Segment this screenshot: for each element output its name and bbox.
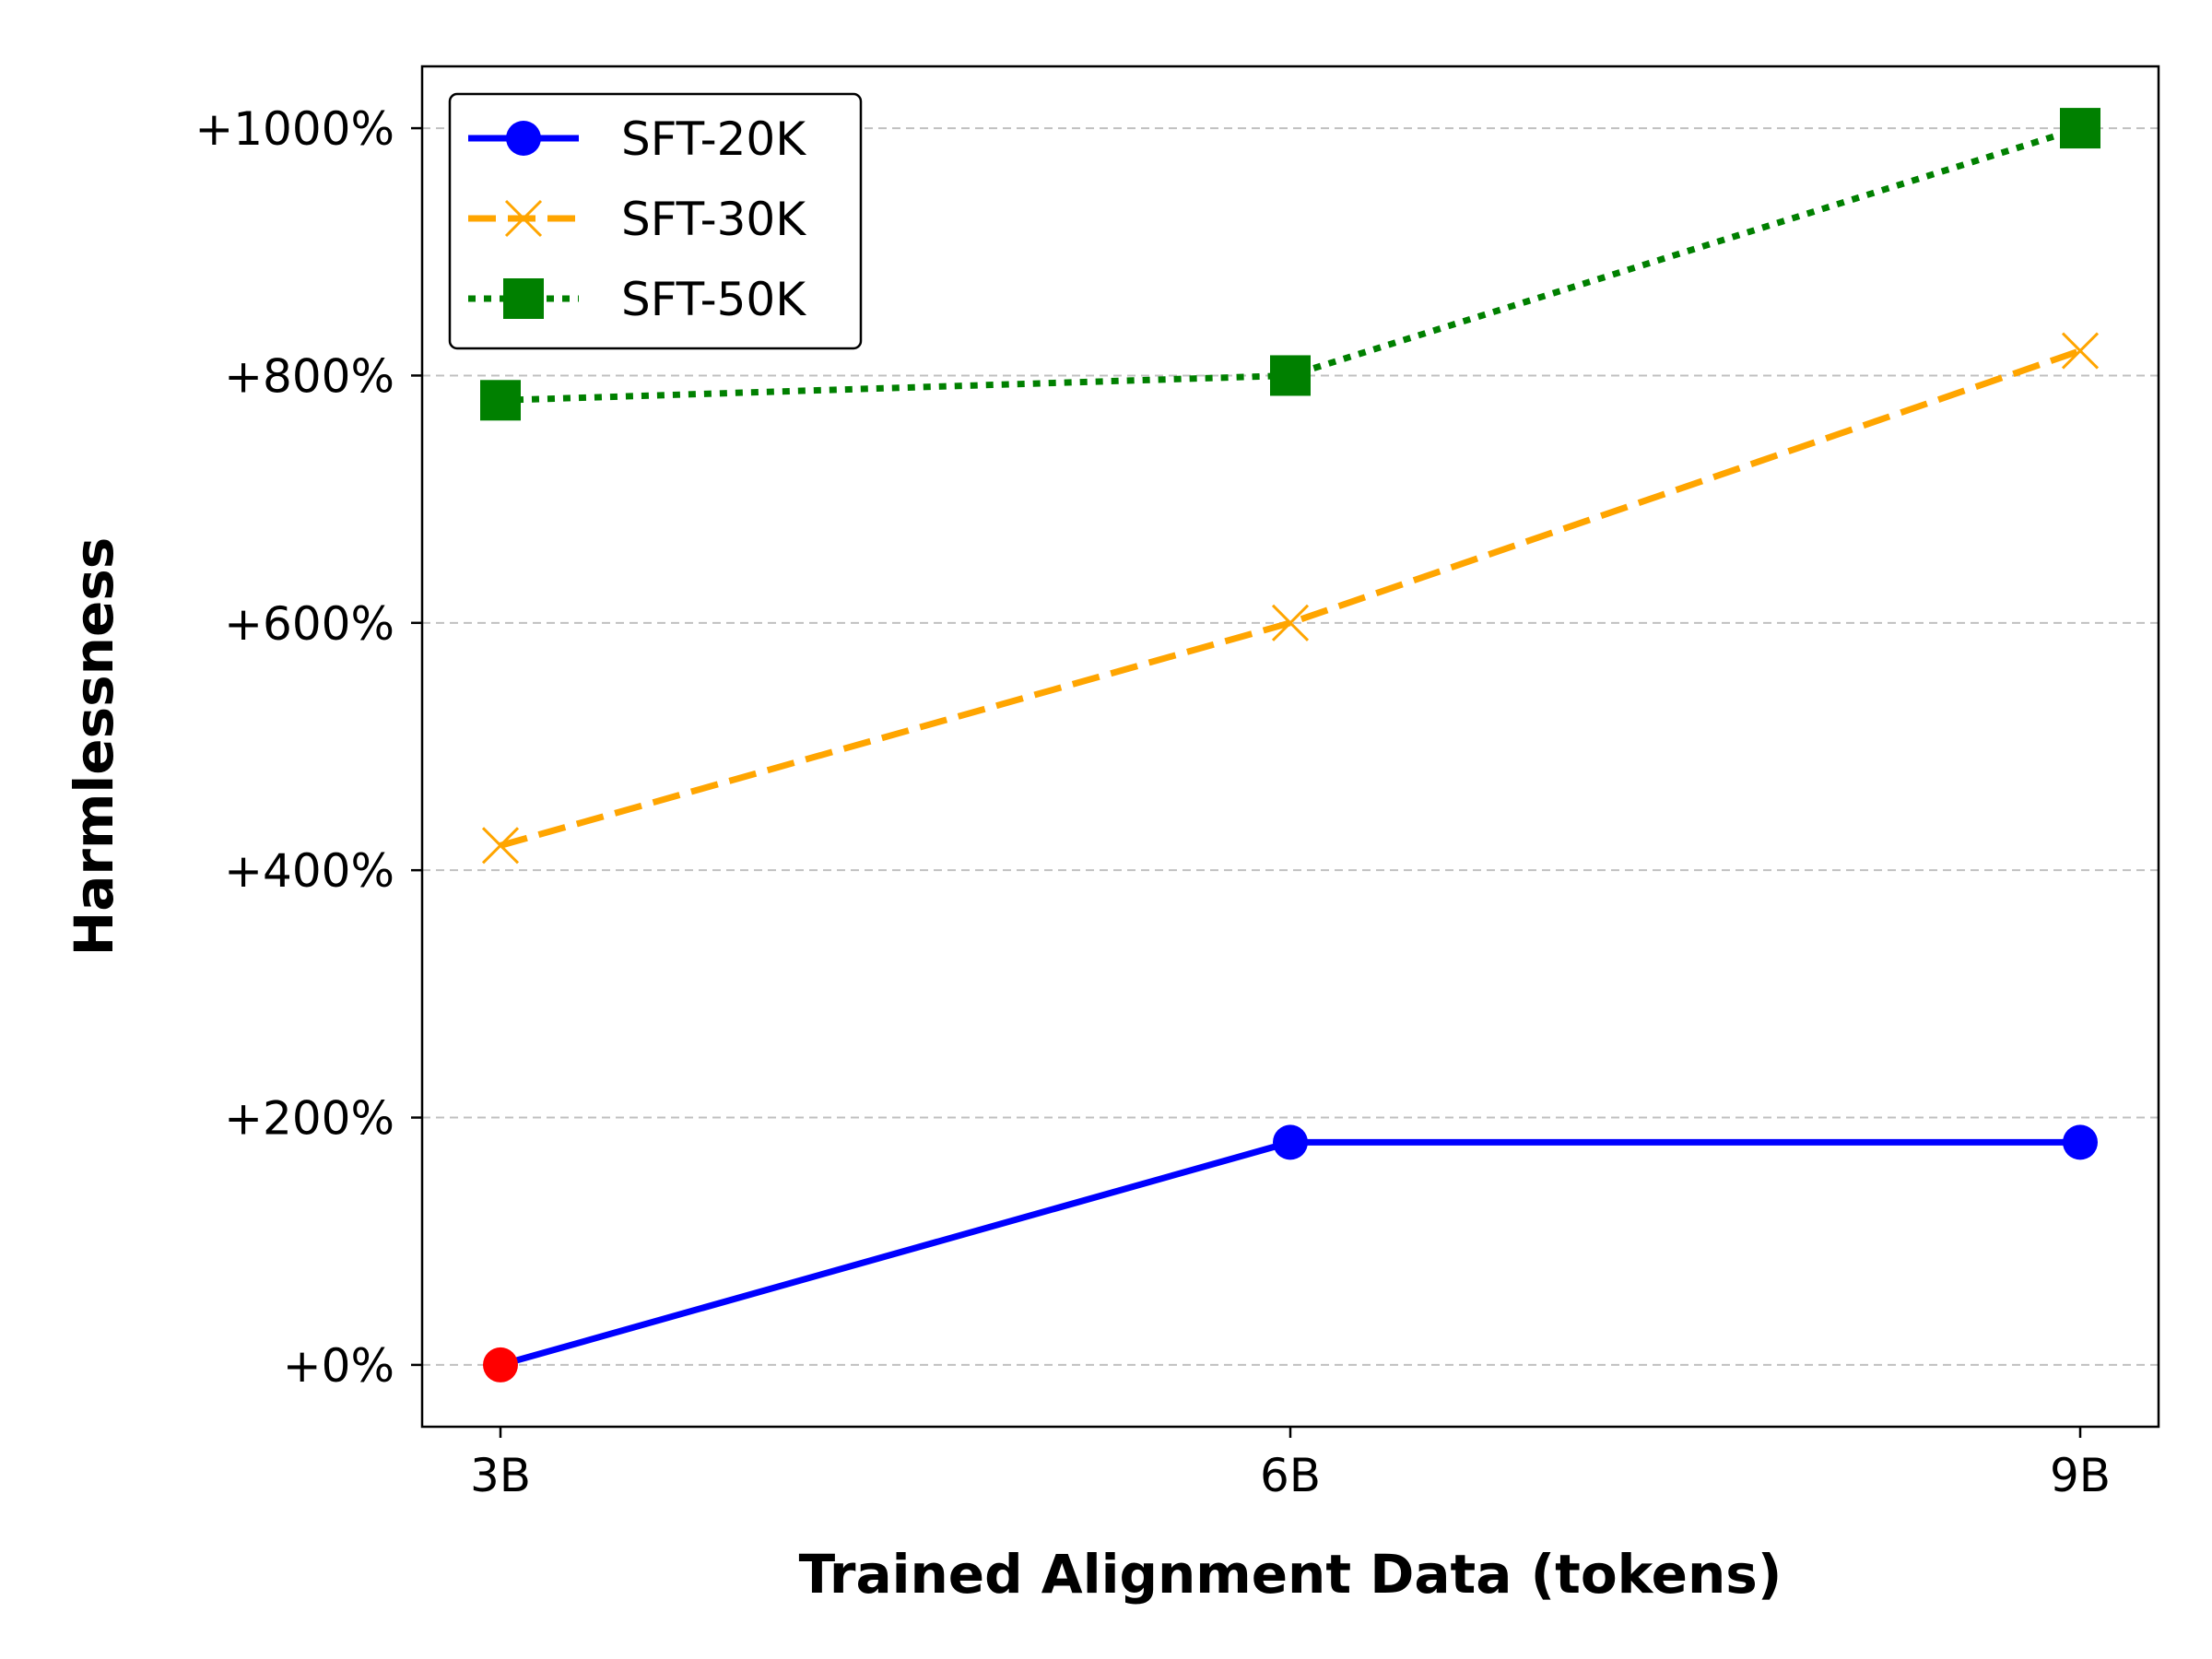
x-axis-title: Trained Alignment Data (tokens) bbox=[799, 1543, 1783, 1606]
y-tick-label: +400% bbox=[224, 844, 394, 898]
data-point-sft-20k bbox=[483, 1347, 518, 1382]
series-sft-50k bbox=[480, 108, 2100, 421]
data-point-sft-50k bbox=[1270, 355, 1311, 396]
tick-layer: +0% +200% +400% +600% +800% +1000% 3B 6B 9B bbox=[194, 102, 2111, 1502]
data-point-sft-50k bbox=[480, 380, 521, 421]
series-layer bbox=[480, 108, 2100, 1382]
legend-marker-sft-30k bbox=[504, 199, 543, 238]
data-point-sft-20k bbox=[2063, 1124, 2098, 1160]
legend-label-sft-20k: SFT-20K bbox=[621, 112, 806, 166]
y-tick-label: +1000% bbox=[194, 102, 394, 156]
data-point-sft-30k-stroke bbox=[2061, 332, 2100, 370]
data-point-sft-20k bbox=[1273, 1124, 1308, 1160]
data-point-sft-30k bbox=[481, 827, 520, 865]
legend: SFT-20K SFT-30K SFT-50K bbox=[448, 92, 863, 350]
x-tick-label: 6B bbox=[1260, 1449, 1321, 1502]
series-line-sft-20k bbox=[500, 1138, 2080, 1369]
data-point-sft-50k bbox=[2060, 108, 2100, 149]
data-point-sft-30k bbox=[1271, 604, 1310, 641]
series-sft-20k bbox=[483, 1124, 2098, 1382]
legend-item-sft-20k: SFT-20K bbox=[468, 112, 806, 166]
y-tick-label: +800% bbox=[224, 349, 394, 403]
y-tick-label: +600% bbox=[224, 597, 394, 651]
y-tick-label: +0% bbox=[283, 1339, 394, 1393]
legend-marker-sft-20k bbox=[506, 121, 541, 156]
legend-label-sft-30k: SFT-30K bbox=[621, 193, 806, 246]
legend-box bbox=[448, 92, 863, 350]
y-axis-title: Harmlessness bbox=[63, 537, 125, 957]
data-point-sft-30k-stroke bbox=[481, 827, 520, 865]
legend-marker-sft-50k bbox=[503, 278, 544, 319]
data-point-sft-30k bbox=[2061, 332, 2100, 370]
data-point-sft-30k-stroke bbox=[1271, 604, 1310, 641]
y-tick-label: +200% bbox=[224, 1092, 394, 1146]
legend-label-sft-50k: SFT-50K bbox=[621, 273, 806, 326]
x-tick-label: 3B bbox=[470, 1449, 531, 1502]
legend-item-sft-50k: SFT-50K bbox=[468, 273, 806, 326]
series-sft-30k bbox=[481, 332, 2100, 865]
series-line-sft-30k bbox=[500, 347, 2082, 849]
legend-item-sft-30k: SFT-30K bbox=[468, 193, 806, 246]
legend-marker-sft-30k-stroke bbox=[504, 199, 543, 238]
x-tick-label: 9B bbox=[2050, 1449, 2111, 1502]
